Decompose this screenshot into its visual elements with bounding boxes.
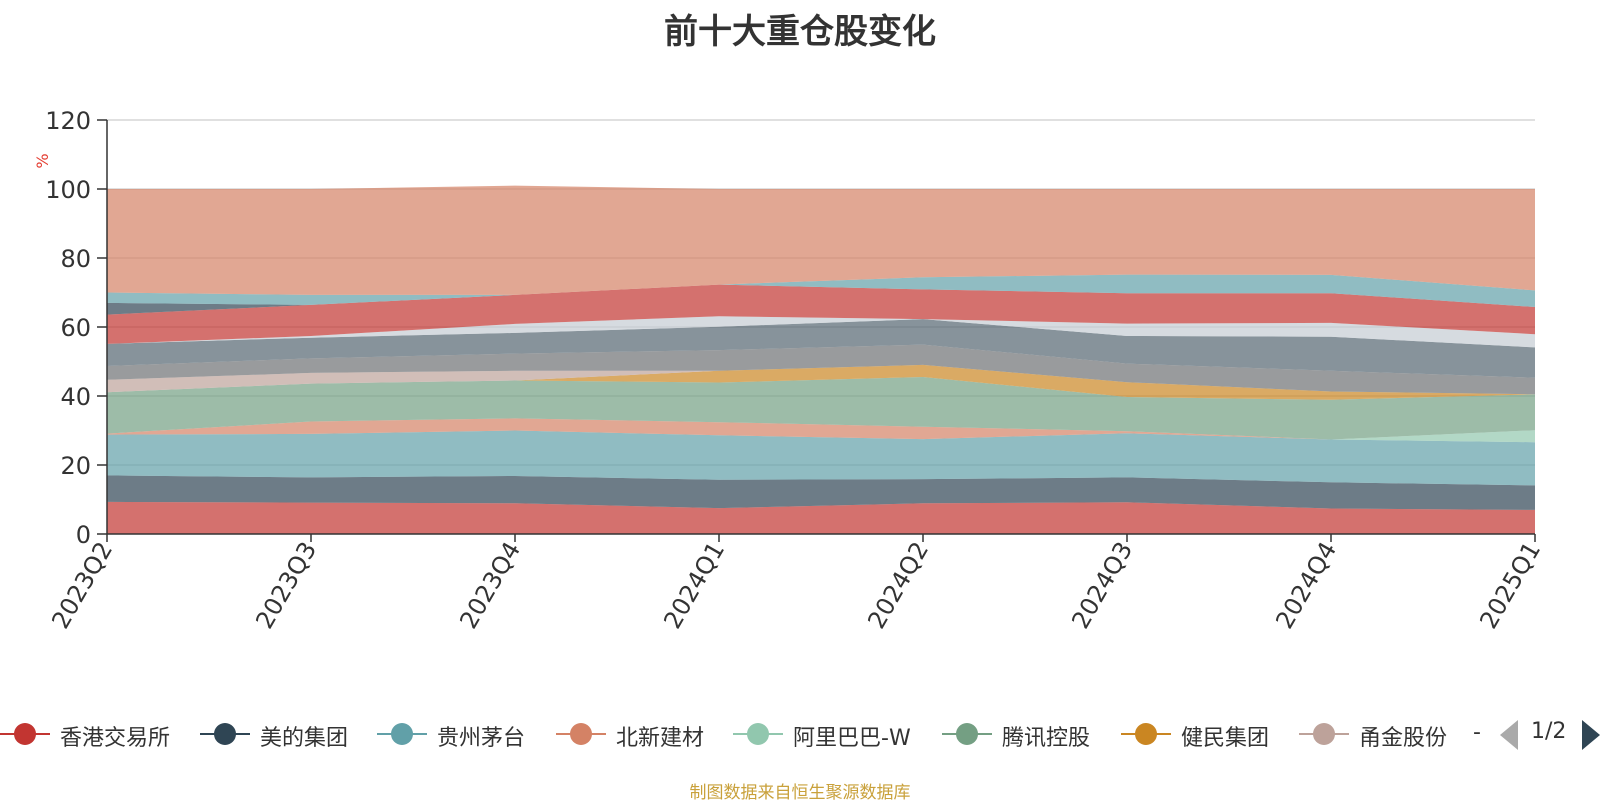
area-series-1 [107, 501, 1535, 534]
area-series-8 [107, 364, 1535, 395]
legend-label: 北新建材 [616, 726, 705, 751]
y-tick-label: 100 [45, 176, 91, 204]
legend-dot-icon [747, 723, 769, 745]
legend-dot-icon [956, 723, 978, 745]
area-series-2 [107, 475, 1535, 510]
legend-item[interactable]: 贵州茅台 [377, 716, 567, 752]
legend-label: 美的集团 [260, 726, 349, 751]
x-tick-label: 2023Q2 [46, 537, 118, 633]
legend-label: 贵州茅台 [437, 726, 526, 751]
area-series-11 [107, 316, 1535, 348]
legend-page-indicator: 1/2 [1531, 719, 1567, 744]
legend-dot-icon [14, 723, 36, 745]
y-tick-label: 20 [60, 452, 91, 480]
legend-dot-icon [1135, 723, 1157, 745]
legend-label: 香港交易所 [60, 726, 171, 751]
legend-dot-icon [214, 723, 236, 745]
legend-item[interactable]: 美的集团 [200, 716, 390, 752]
y-tick-label: 40 [60, 383, 91, 411]
x-tick-label: 2024Q1 [658, 537, 730, 633]
x-tick-label: 2024Q2 [862, 537, 934, 633]
y-tick-label: 0 [76, 521, 91, 549]
area-series-3 [107, 430, 1535, 486]
y-axis-unit: % [33, 153, 52, 168]
legend-item[interactable]: 甬金股份 [1299, 716, 1489, 752]
area-series-5 [107, 418, 1535, 443]
y-tick-label: 120 [45, 107, 91, 135]
legend-dot-icon [1313, 723, 1335, 745]
area-series-4 [107, 418, 1535, 443]
legend: 香港交易所 美的集团 贵州茅台 北新建材 阿里巴巴-W 腾讯控股 健民集团 甬金股份 [0, 716, 1600, 752]
x-tick-label: 2024Q4 [1270, 537, 1342, 633]
area-series-7 [107, 364, 1535, 400]
legend-item[interactable]: 阿里巴巴-W [733, 716, 923, 752]
legend-item[interactable]: 腾讯控股 [942, 716, 1132, 752]
legend-label: 健民集团 [1181, 726, 1270, 751]
x-tick-label: 2024Q3 [1066, 537, 1138, 633]
area-series-12 [107, 284, 1535, 344]
legend-item[interactable]: 北新建材 [556, 716, 746, 752]
y-tick-label: 80 [60, 245, 91, 273]
x-tick-label: 2025Q1 [1474, 537, 1546, 633]
legend-label: 甬金股份 [1359, 726, 1448, 751]
legend-prev-page-button[interactable] [1500, 720, 1518, 750]
legend-label: 阿里巴巴-W [793, 726, 911, 751]
legend-more-indicator: - [1473, 720, 1481, 745]
legend-dot-icon [570, 723, 592, 745]
source-note: 制图数据来自恒生聚源数据库 [689, 783, 911, 803]
area-series-14 [107, 274, 1535, 307]
x-tick-label: 2023Q4 [454, 537, 526, 633]
legend-next-page-button[interactable] [1582, 720, 1600, 750]
legend-label: 腾讯控股 [1002, 726, 1091, 751]
legend-dot-icon [391, 723, 413, 745]
legend-item[interactable]: 香港交易所 [0, 716, 190, 752]
area-series-6 [107, 377, 1535, 440]
area-series-10 [107, 319, 1535, 378]
y-tick-label: 60 [60, 314, 91, 342]
legend-item[interactable]: 健民集团 [1121, 716, 1311, 752]
x-tick-label: 2023Q3 [250, 537, 322, 633]
stacked-areas [107, 185, 1535, 534]
area-series-9 [107, 344, 1535, 395]
chart-plot: 0 20 40 60 80 100 120 2023Q2 2023Q3 2023Q4 2024Q1 2… [33, 107, 1546, 633]
area-series-15 [107, 185, 1535, 295]
chart-title: 前十大重仓股变化 [664, 12, 936, 52]
